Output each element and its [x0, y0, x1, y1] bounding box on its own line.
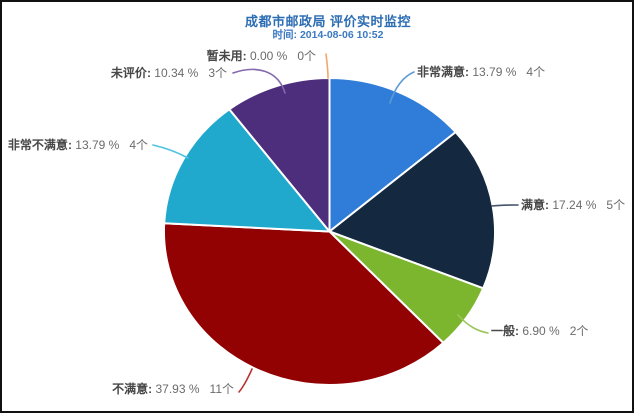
slice-label-separator: : — [545, 198, 553, 212]
slice-label-value: 6.90 % 2个 — [522, 324, 589, 338]
slice-label-6: 未评价: 10.34 % 3个 — [111, 66, 227, 81]
slice-label-separator: : — [148, 382, 156, 396]
slice-label-4: 不满意: 37.93 % 11个 — [112, 382, 234, 397]
slice-label-value: 13.79 % 4个 — [75, 138, 148, 152]
slice-label-separator: : — [67, 138, 76, 152]
page-title: 成都市邮政局 评价实时监控 — [244, 14, 412, 29]
slice-label-name: 非常满意 — [417, 65, 466, 79]
slice-label-name: 满意 — [521, 198, 546, 212]
label-connector-2 — [491, 204, 519, 207]
label-connector-6 — [232, 68, 286, 94]
slice-label-value: 0.00 % 0个 — [249, 49, 316, 63]
slice-label-name: 非常不满意 — [7, 138, 68, 152]
pie-slice-6[interactable] — [228, 77, 331, 233]
slice-label-value: 13.79 % 4个 — [472, 65, 546, 79]
label-connector-3 — [457, 314, 489, 334]
label-connector-7 — [325, 53, 329, 79]
slice-label-separator: : — [242, 49, 250, 63]
slice-label-separator: : — [146, 66, 155, 80]
pie-slice-5[interactable] — [163, 108, 331, 233]
slice-label-separator: : — [515, 324, 523, 338]
slice-label-3: 一般: 6.90 % 2个 — [491, 324, 588, 339]
label-connector-5 — [152, 144, 189, 159]
slice-label-name: 暂未用 — [206, 49, 243, 63]
slice-label-value: 10.34 % 3个 — [154, 66, 227, 80]
slice-label-value: 37.93 % 11个 — [155, 382, 235, 396]
slice-label-2: 满意: 17.24 % 5个 — [521, 198, 625, 213]
slice-label-7: 暂未用: 0.00 % 0个 — [207, 49, 316, 64]
pie-slice-1[interactable] — [328, 77, 457, 233]
slice-label-1: 非常满意: 13.79 % 4个 — [417, 65, 545, 80]
label-connector-4 — [238, 368, 253, 393]
chart-timestamp: 时间: 2014-08-06 10:52 — [272, 29, 384, 41]
slice-label-5: 非常不满意: 13.79 % 4个 — [8, 138, 148, 153]
label-connector-1 — [389, 71, 415, 104]
slice-label-name: 一般 — [491, 324, 516, 338]
slice-label-name: 不满意 — [112, 382, 149, 396]
slice-label-name: 未评价 — [110, 66, 147, 80]
pie-slice-4[interactable] — [162, 222, 445, 386]
slice-label-separator: : — [465, 65, 473, 79]
slice-label-value: 17.24 % 5个 — [552, 198, 626, 212]
